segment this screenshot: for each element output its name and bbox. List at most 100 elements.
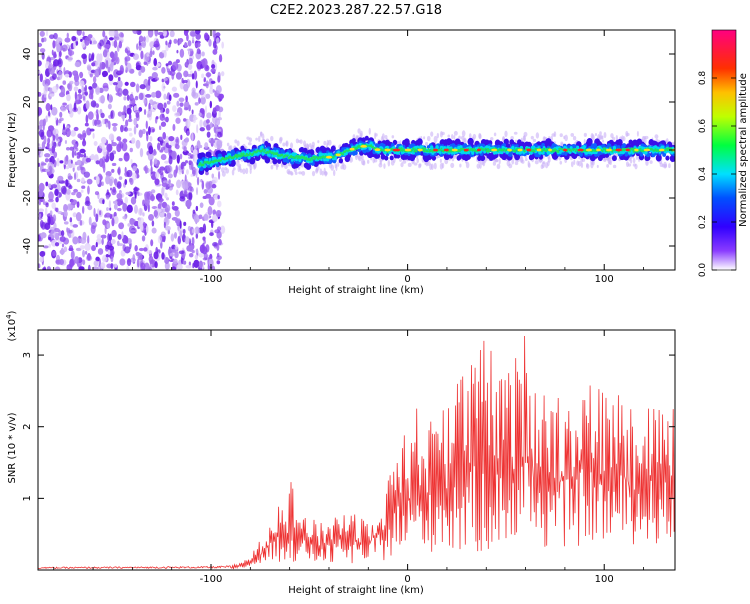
ridge-core xyxy=(242,152,245,156)
ridge-core xyxy=(338,158,344,164)
ridge-halo xyxy=(453,130,458,136)
spectrogram-marks xyxy=(38,30,675,270)
ridge-peak xyxy=(517,148,523,152)
noise-blob xyxy=(188,104,191,112)
ridge-halo xyxy=(375,133,378,137)
noise-blob xyxy=(107,66,111,73)
ridge-halo xyxy=(508,163,513,169)
noise-blob xyxy=(43,37,47,42)
noise-blob xyxy=(129,217,135,226)
noise-blob xyxy=(118,40,123,49)
noise-blob xyxy=(60,247,64,256)
ridge-halo xyxy=(649,160,653,164)
noise-blob xyxy=(179,153,183,160)
noise-blob xyxy=(200,96,206,105)
noise-blob xyxy=(84,250,88,255)
noise-blob xyxy=(135,113,140,122)
ridge-peak xyxy=(585,148,593,152)
ridge-halo xyxy=(632,157,636,164)
noise-blob xyxy=(127,223,131,227)
noise-blob xyxy=(220,71,225,77)
noise-blob xyxy=(173,169,177,178)
noise-blob xyxy=(131,172,137,181)
y-tick-label: 3 xyxy=(22,352,33,358)
y-tick-label: 1 xyxy=(22,495,33,501)
ridge-core xyxy=(354,150,358,155)
noise-blob xyxy=(50,230,57,239)
ridge-core xyxy=(202,163,205,166)
noise-blob xyxy=(129,177,133,183)
noise-blob xyxy=(216,243,220,251)
noise-blob xyxy=(94,191,100,196)
noise-blob xyxy=(60,86,66,96)
x-tick-label: 100 xyxy=(595,274,614,285)
noise-blob xyxy=(196,176,200,186)
noise-blob xyxy=(146,132,149,142)
noise-blob xyxy=(194,226,200,235)
noise-blob xyxy=(209,87,214,95)
noise-blob xyxy=(164,135,170,145)
noise-blob xyxy=(181,170,184,175)
noise-blob xyxy=(48,165,53,175)
noise-blob xyxy=(179,48,185,58)
noise-blob xyxy=(196,140,201,150)
noise-blob xyxy=(176,154,180,164)
ridge-core xyxy=(341,152,345,156)
ridge-halo xyxy=(361,158,365,166)
ridge-halo xyxy=(384,134,388,139)
noise-blob xyxy=(39,73,43,83)
noise-blob xyxy=(73,40,76,50)
noise-blob xyxy=(91,62,96,67)
ridge-halo xyxy=(635,155,639,160)
ridge-halo xyxy=(627,163,632,167)
noise-blob xyxy=(120,124,124,133)
noise-blob xyxy=(188,191,193,201)
ridge-halo xyxy=(391,135,395,139)
ridge-halo xyxy=(324,170,328,177)
noise-blob xyxy=(108,37,114,41)
noise-blob xyxy=(209,121,213,129)
noise-blob xyxy=(81,85,85,94)
noise-blob xyxy=(175,189,179,196)
ridge-core xyxy=(219,159,222,162)
noise-blob xyxy=(42,122,45,131)
ridge-core xyxy=(590,151,594,155)
noise-blob xyxy=(63,210,68,218)
snr-panel: -100 0 100 1 2 3 Height of straight line (km… xyxy=(5,310,676,596)
noise-blob xyxy=(176,179,182,189)
noise-blob xyxy=(100,262,106,269)
ridge-halo xyxy=(547,156,551,163)
noise-blob xyxy=(183,145,187,152)
noise-blob xyxy=(186,130,190,136)
noise-blob xyxy=(178,38,182,45)
noise-blob xyxy=(68,71,72,78)
ridge-halo xyxy=(315,165,320,171)
noise-blob xyxy=(110,239,116,245)
noise-blob xyxy=(112,200,118,204)
noise-blob xyxy=(132,30,139,35)
noise-blob xyxy=(70,250,75,260)
noise-blob xyxy=(171,248,177,253)
noise-blob xyxy=(154,30,159,37)
noise-blob xyxy=(189,70,193,75)
noise-blob xyxy=(172,123,176,131)
ridge-halo xyxy=(439,162,444,170)
noise-blob xyxy=(108,120,111,130)
noise-blob xyxy=(68,103,73,112)
noise-blob xyxy=(105,244,110,250)
noise-blob xyxy=(87,111,94,120)
noise-blob xyxy=(39,220,44,229)
noise-blob xyxy=(165,40,168,46)
noise-blob xyxy=(174,244,178,250)
ridge-halo xyxy=(287,162,292,167)
noise-blob xyxy=(69,258,75,268)
noise-blob xyxy=(92,82,98,89)
noise-blob xyxy=(205,72,212,78)
noise-blob xyxy=(38,263,41,269)
noise-blob xyxy=(132,53,140,60)
noise-blob xyxy=(201,51,205,57)
ridge-halo xyxy=(543,136,548,140)
ridge-halo xyxy=(591,159,595,166)
noise-blob xyxy=(86,178,93,185)
colorbar-tick-label: 0.0 xyxy=(698,263,708,278)
